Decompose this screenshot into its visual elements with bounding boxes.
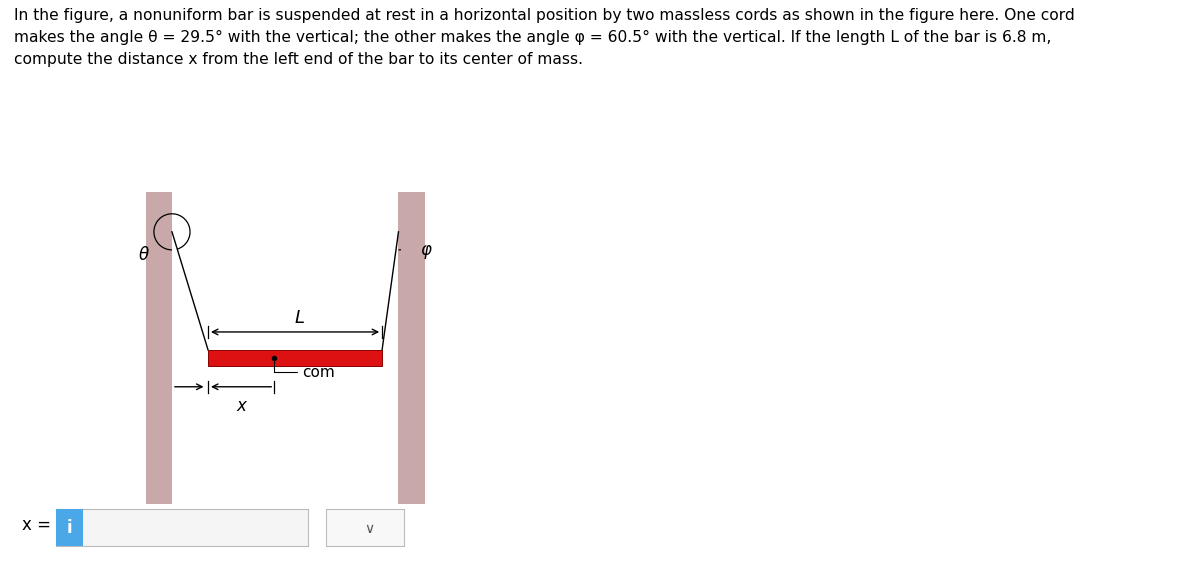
Text: x =: x = — [22, 516, 50, 534]
Text: x: x — [236, 397, 246, 415]
Bar — [145, 192, 172, 504]
Text: i: i — [67, 519, 72, 537]
Bar — [398, 192, 425, 504]
Text: In the figure, a nonuniform bar is suspended at rest in a horizontal position by: In the figure, a nonuniform bar is suspe… — [14, 8, 1075, 67]
Text: L: L — [295, 309, 305, 327]
Bar — [208, 350, 382, 366]
Text: com: com — [274, 361, 335, 380]
Text: φ: φ — [420, 241, 431, 259]
Text: θ: θ — [139, 246, 149, 264]
Text: ∨: ∨ — [365, 521, 374, 535]
